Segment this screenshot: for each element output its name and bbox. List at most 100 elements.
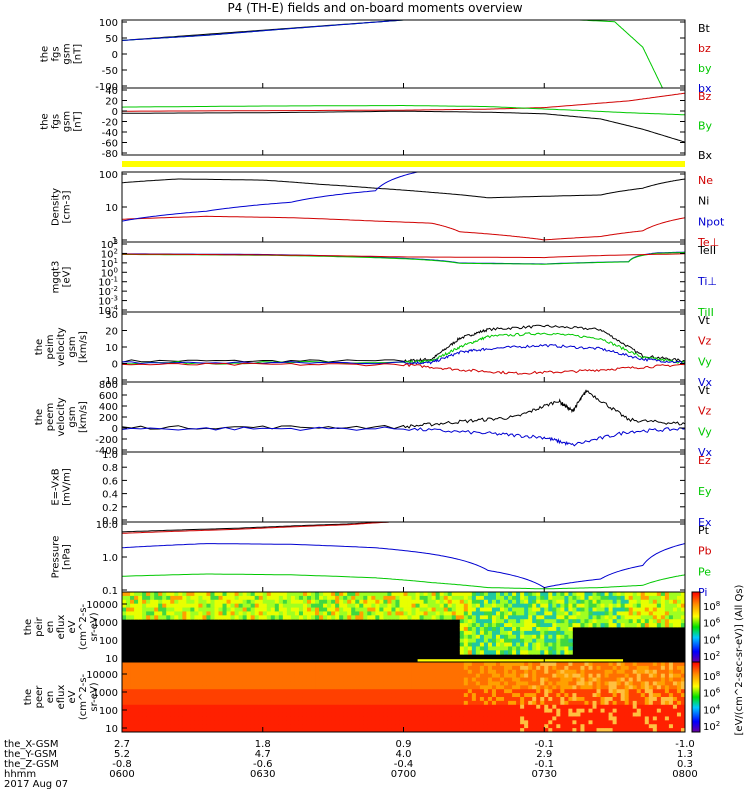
heatmap-cell	[532, 669, 537, 675]
heatmap-cell	[202, 607, 207, 612]
heatmap-cell	[411, 611, 416, 616]
heatmap-cell	[451, 669, 457, 675]
heatmap-cell	[363, 685, 368, 690]
heatmap-cell	[379, 615, 384, 620]
heatmap-cell	[504, 611, 509, 616]
heatmap-cell	[311, 662, 316, 667]
heatmap-cell	[158, 665, 163, 671]
heatmap-cell	[564, 650, 569, 655]
heatmap-cell	[624, 611, 630, 616]
heatmap-cell	[479, 665, 485, 671]
heatmap-cell	[194, 728, 199, 733]
heatmap-cell	[580, 720, 585, 725]
heatmap-cell	[391, 689, 396, 694]
heatmap-cell	[166, 592, 171, 597]
heatmap-cell	[455, 677, 461, 682]
heatmap-cell	[608, 603, 614, 608]
heatmap-cell	[512, 681, 517, 686]
heatmap-cell	[672, 712, 678, 717]
heatmap-cell	[431, 669, 437, 675]
heatmap-cell	[339, 693, 344, 698]
heatmap-cell	[323, 595, 328, 601]
heatmap-cell	[624, 716, 630, 721]
x-axis-value: 4.0	[396, 749, 412, 760]
heatmap-cell	[371, 712, 376, 717]
heatmap-cell	[254, 720, 260, 725]
heatmap-cell	[660, 697, 666, 702]
heatmap-cell	[660, 720, 666, 725]
heatmap-cell	[359, 677, 364, 682]
heatmap-cell	[367, 599, 372, 605]
heatmap-cell	[122, 728, 127, 733]
heatmap-cell	[548, 623, 553, 628]
heatmap-cell	[463, 634, 469, 640]
heatmap-cell	[443, 665, 449, 671]
heatmap-cell	[399, 677, 404, 682]
x-axis-value: 4.7	[255, 749, 271, 760]
heatmap-cell	[620, 708, 626, 713]
heatmap-cell	[584, 700, 589, 706]
heatmap-cell	[656, 673, 662, 678]
heatmap-cell	[335, 681, 340, 686]
heatmap-cell	[568, 627, 573, 632]
heatmap-cell	[475, 592, 481, 597]
heatmap-cell	[311, 697, 316, 702]
heatmap-cell	[656, 623, 662, 628]
heatmap-cell	[246, 669, 252, 675]
heatmap-cell	[158, 685, 163, 690]
heatmap-cell	[652, 685, 658, 690]
heatmap-cell	[512, 724, 517, 729]
heatmap-cell	[560, 704, 565, 710]
heatmap-cell	[552, 697, 557, 702]
heatmap-cell	[178, 697, 183, 702]
heatmap-cell	[126, 693, 131, 698]
heatmap-cell	[536, 607, 541, 612]
heatmap-cell	[403, 693, 408, 698]
heatmap-cell	[126, 603, 131, 608]
heatmap-cell	[306, 724, 312, 729]
heatmap-cell	[640, 697, 646, 702]
heatmap-cell	[166, 716, 171, 721]
heatmap-cell	[331, 693, 336, 698]
heatmap-cell	[323, 677, 328, 682]
heatmap-cell	[628, 704, 634, 710]
heatmap-cell	[672, 623, 678, 628]
heatmap-cell	[415, 603, 420, 608]
heatmap-cell	[190, 681, 195, 686]
heatmap-cell	[162, 689, 167, 694]
heatmap-cell	[495, 630, 501, 636]
heatmap-cell	[210, 669, 215, 675]
heatmap-cell	[419, 685, 425, 690]
heatmap-cell	[174, 677, 179, 682]
heatmap-cell	[246, 681, 252, 686]
heatmap-cell	[676, 669, 682, 675]
heatmap-cell	[624, 708, 630, 713]
heatmap-cell	[652, 693, 658, 698]
heatmap-cell	[487, 685, 493, 690]
heatmap-cell	[532, 685, 537, 690]
heatmap-cell	[351, 700, 356, 706]
heatmap-cell	[508, 607, 513, 612]
heatmap-cell	[194, 720, 199, 725]
heatmap-cell	[178, 599, 183, 605]
heatmap-cell	[620, 611, 626, 616]
heatmap-cell	[302, 607, 308, 612]
heatmap-cell	[311, 669, 316, 675]
heatmap-cell	[520, 592, 525, 597]
heatmap-cell	[532, 646, 537, 651]
heatmap-cell	[146, 615, 151, 620]
heatmap-cell	[636, 623, 642, 628]
heatmap-cell	[367, 673, 372, 678]
heatmap-cell	[315, 685, 320, 690]
heatmap-cell	[286, 615, 292, 620]
heatmap-cell	[331, 673, 336, 678]
y-tick-label: 0.4	[102, 490, 118, 501]
heatmap-cell	[286, 700, 292, 706]
heatmap-cell	[266, 693, 272, 698]
heatmap-cell	[439, 673, 445, 678]
heatmap-cell	[504, 724, 509, 729]
heatmap-cell	[604, 615, 609, 620]
heatmap-cell	[451, 716, 457, 721]
heatmap-cell	[306, 592, 312, 597]
heatmap-cell	[411, 728, 416, 733]
